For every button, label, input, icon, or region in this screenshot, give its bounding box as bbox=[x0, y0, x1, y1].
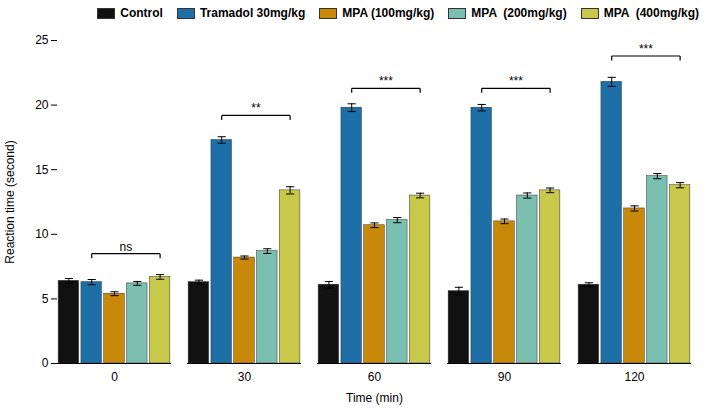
html-text:MPA (200mg/kg): MPA (200mg/kg) bbox=[471, 6, 567, 20]
svg-text:***: *** bbox=[379, 74, 393, 88]
svg-text:***: *** bbox=[509, 74, 523, 88]
svg-text:Reaction time (second): Reaction time (second) bbox=[3, 140, 17, 263]
svg-text:5: 5 bbox=[42, 292, 49, 306]
html-text:MPA (100mg/kg): MPA (100mg/kg) bbox=[342, 6, 435, 20]
svg-text:20: 20 bbox=[35, 98, 49, 112]
svg-text:90: 90 bbox=[498, 370, 512, 384]
svg-text:Time (min): Time (min) bbox=[346, 391, 403, 405]
html-text:Control: Control bbox=[120, 6, 163, 20]
svg-text:60: 60 bbox=[368, 370, 382, 384]
svg-text:0: 0 bbox=[111, 370, 118, 384]
svg-text:25: 25 bbox=[35, 33, 49, 47]
svg-text:**: ** bbox=[251, 101, 261, 115]
svg-text:120: 120 bbox=[624, 370, 644, 384]
html-text:MPA (400mg/kg): MPA (400mg/kg) bbox=[603, 6, 699, 20]
svg-text:30: 30 bbox=[238, 370, 252, 384]
svg-text:***: *** bbox=[639, 42, 653, 56]
svg-text:ns: ns bbox=[120, 240, 133, 254]
html-text:Tramadol 30mg/kg: Tramadol 30mg/kg bbox=[199, 6, 306, 20]
svg-text:15: 15 bbox=[35, 163, 49, 177]
svg-text:10: 10 bbox=[35, 227, 49, 241]
svg-text:0: 0 bbox=[42, 356, 49, 370]
